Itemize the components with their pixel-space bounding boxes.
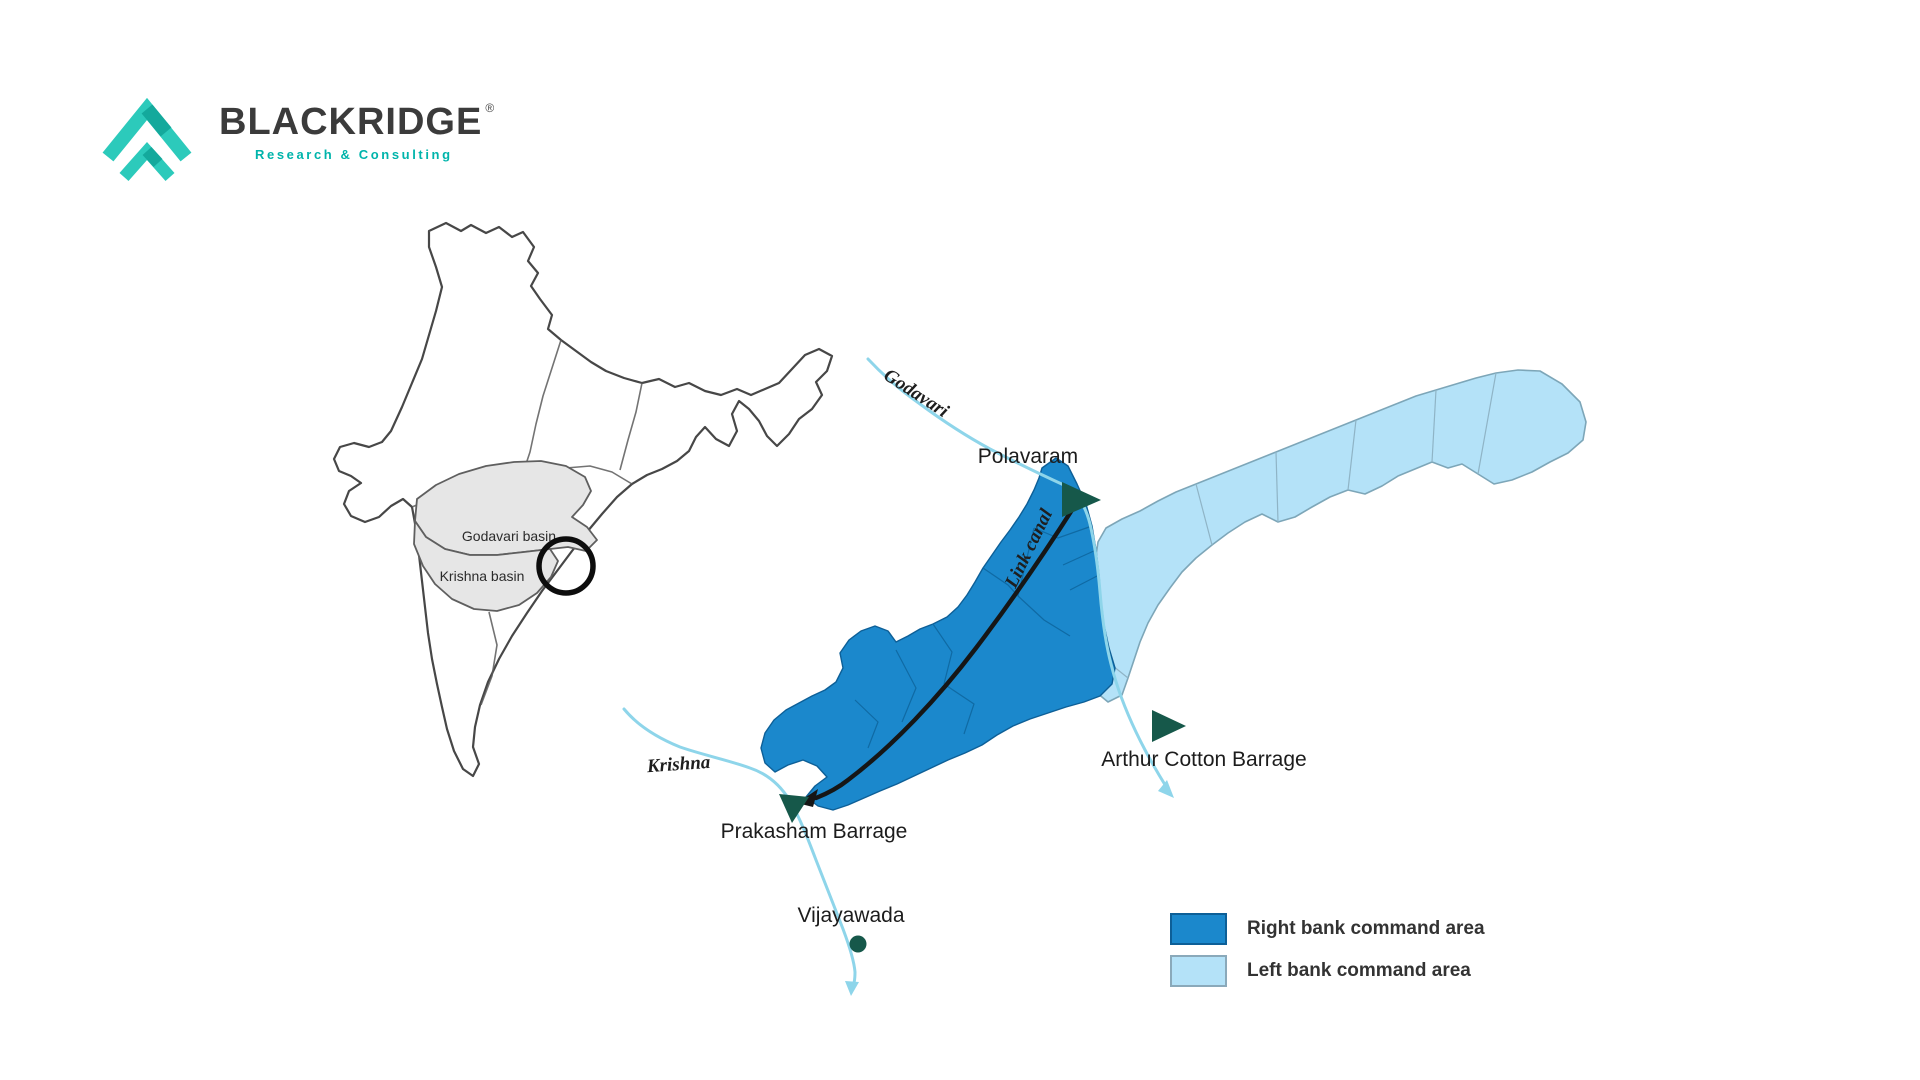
mandal-border-line — [1347, 419, 1357, 491]
brand-logo: BLACKRIDGE ® Research & Consulting — [100, 95, 494, 183]
krishna-basin-label: Krishna basin — [440, 568, 525, 584]
brand-tagline: Research & Consulting — [255, 147, 453, 162]
command-area-map: Godavari Polavaram Link canal Arthur Cot… — [622, 357, 1587, 996]
river-arrow-icon — [1158, 780, 1174, 798]
river-arrow-icon — [845, 981, 859, 996]
prakasham-barrage-triangle-icon — [779, 794, 809, 823]
mandal-border-line — [854, 699, 879, 749]
brand-chevron-icon — [102, 97, 192, 181]
right-bank-swatch — [1170, 913, 1227, 945]
brand-name: BLACKRIDGE — [219, 101, 483, 143]
godavari-basin-label: Godavari basin — [462, 528, 556, 544]
state-border-line — [480, 611, 498, 706]
mandal-border-line — [1275, 451, 1279, 523]
mandal-border-line — [1069, 574, 1100, 591]
godavari-river — [866, 357, 1169, 790]
link-canal-line — [813, 496, 1082, 801]
mandal-border-line — [943, 683, 975, 735]
registered-trademark: ® — [485, 101, 495, 115]
legend-label: Right bank command area — [1247, 918, 1485, 939]
arthur-cotton-barrage-label: Arthur Cotton Barrage — [1101, 748, 1306, 771]
right-bank-command-area — [760, 457, 1116, 811]
mandal-border-line — [1062, 549, 1097, 566]
legend-item-right-bank: Right bank command area — [1170, 913, 1485, 945]
mandal-border-line — [1033, 525, 1093, 539]
india-inset-map: Godavari basin Krishna basin — [332, 221, 834, 778]
left-bank-command-area — [1086, 369, 1587, 703]
mandal-border-line — [895, 649, 917, 723]
state-border-line — [523, 339, 562, 471]
left-bank-swatch — [1170, 955, 1227, 987]
godavari-river-label: Godavari — [880, 365, 953, 423]
state-border-line — [619, 382, 643, 471]
brand-text-block: BLACKRIDGE ® Research & Consulting — [219, 101, 495, 162]
polavaram-label: Polavaram — [978, 445, 1078, 468]
mandal-border-line — [1431, 389, 1437, 463]
arthur-cotton-barrage-triangle-icon — [1152, 710, 1186, 742]
mandal-border-line — [1477, 372, 1497, 475]
vijayawada-label: Vijayawada — [797, 904, 904, 927]
legend-label: Left bank command area — [1247, 960, 1471, 981]
mandal-border-line — [1195, 483, 1213, 546]
legend-item-left-bank: Left bank command area — [1170, 955, 1485, 987]
vijayawada-city-dot-icon — [849, 935, 867, 953]
map-legend: Right bank command area Left bank comman… — [1170, 913, 1485, 997]
krishna-river — [622, 707, 857, 990]
mandal-border-line — [1017, 595, 1071, 637]
project-location-circle-icon — [536, 536, 596, 596]
krishna-river-label: Krishna — [645, 752, 711, 777]
mandal-border-line — [932, 623, 953, 685]
polavaram-dam-triangle-icon — [1062, 482, 1101, 517]
prakasham-barrage-label: Prakasham Barrage — [721, 820, 908, 843]
